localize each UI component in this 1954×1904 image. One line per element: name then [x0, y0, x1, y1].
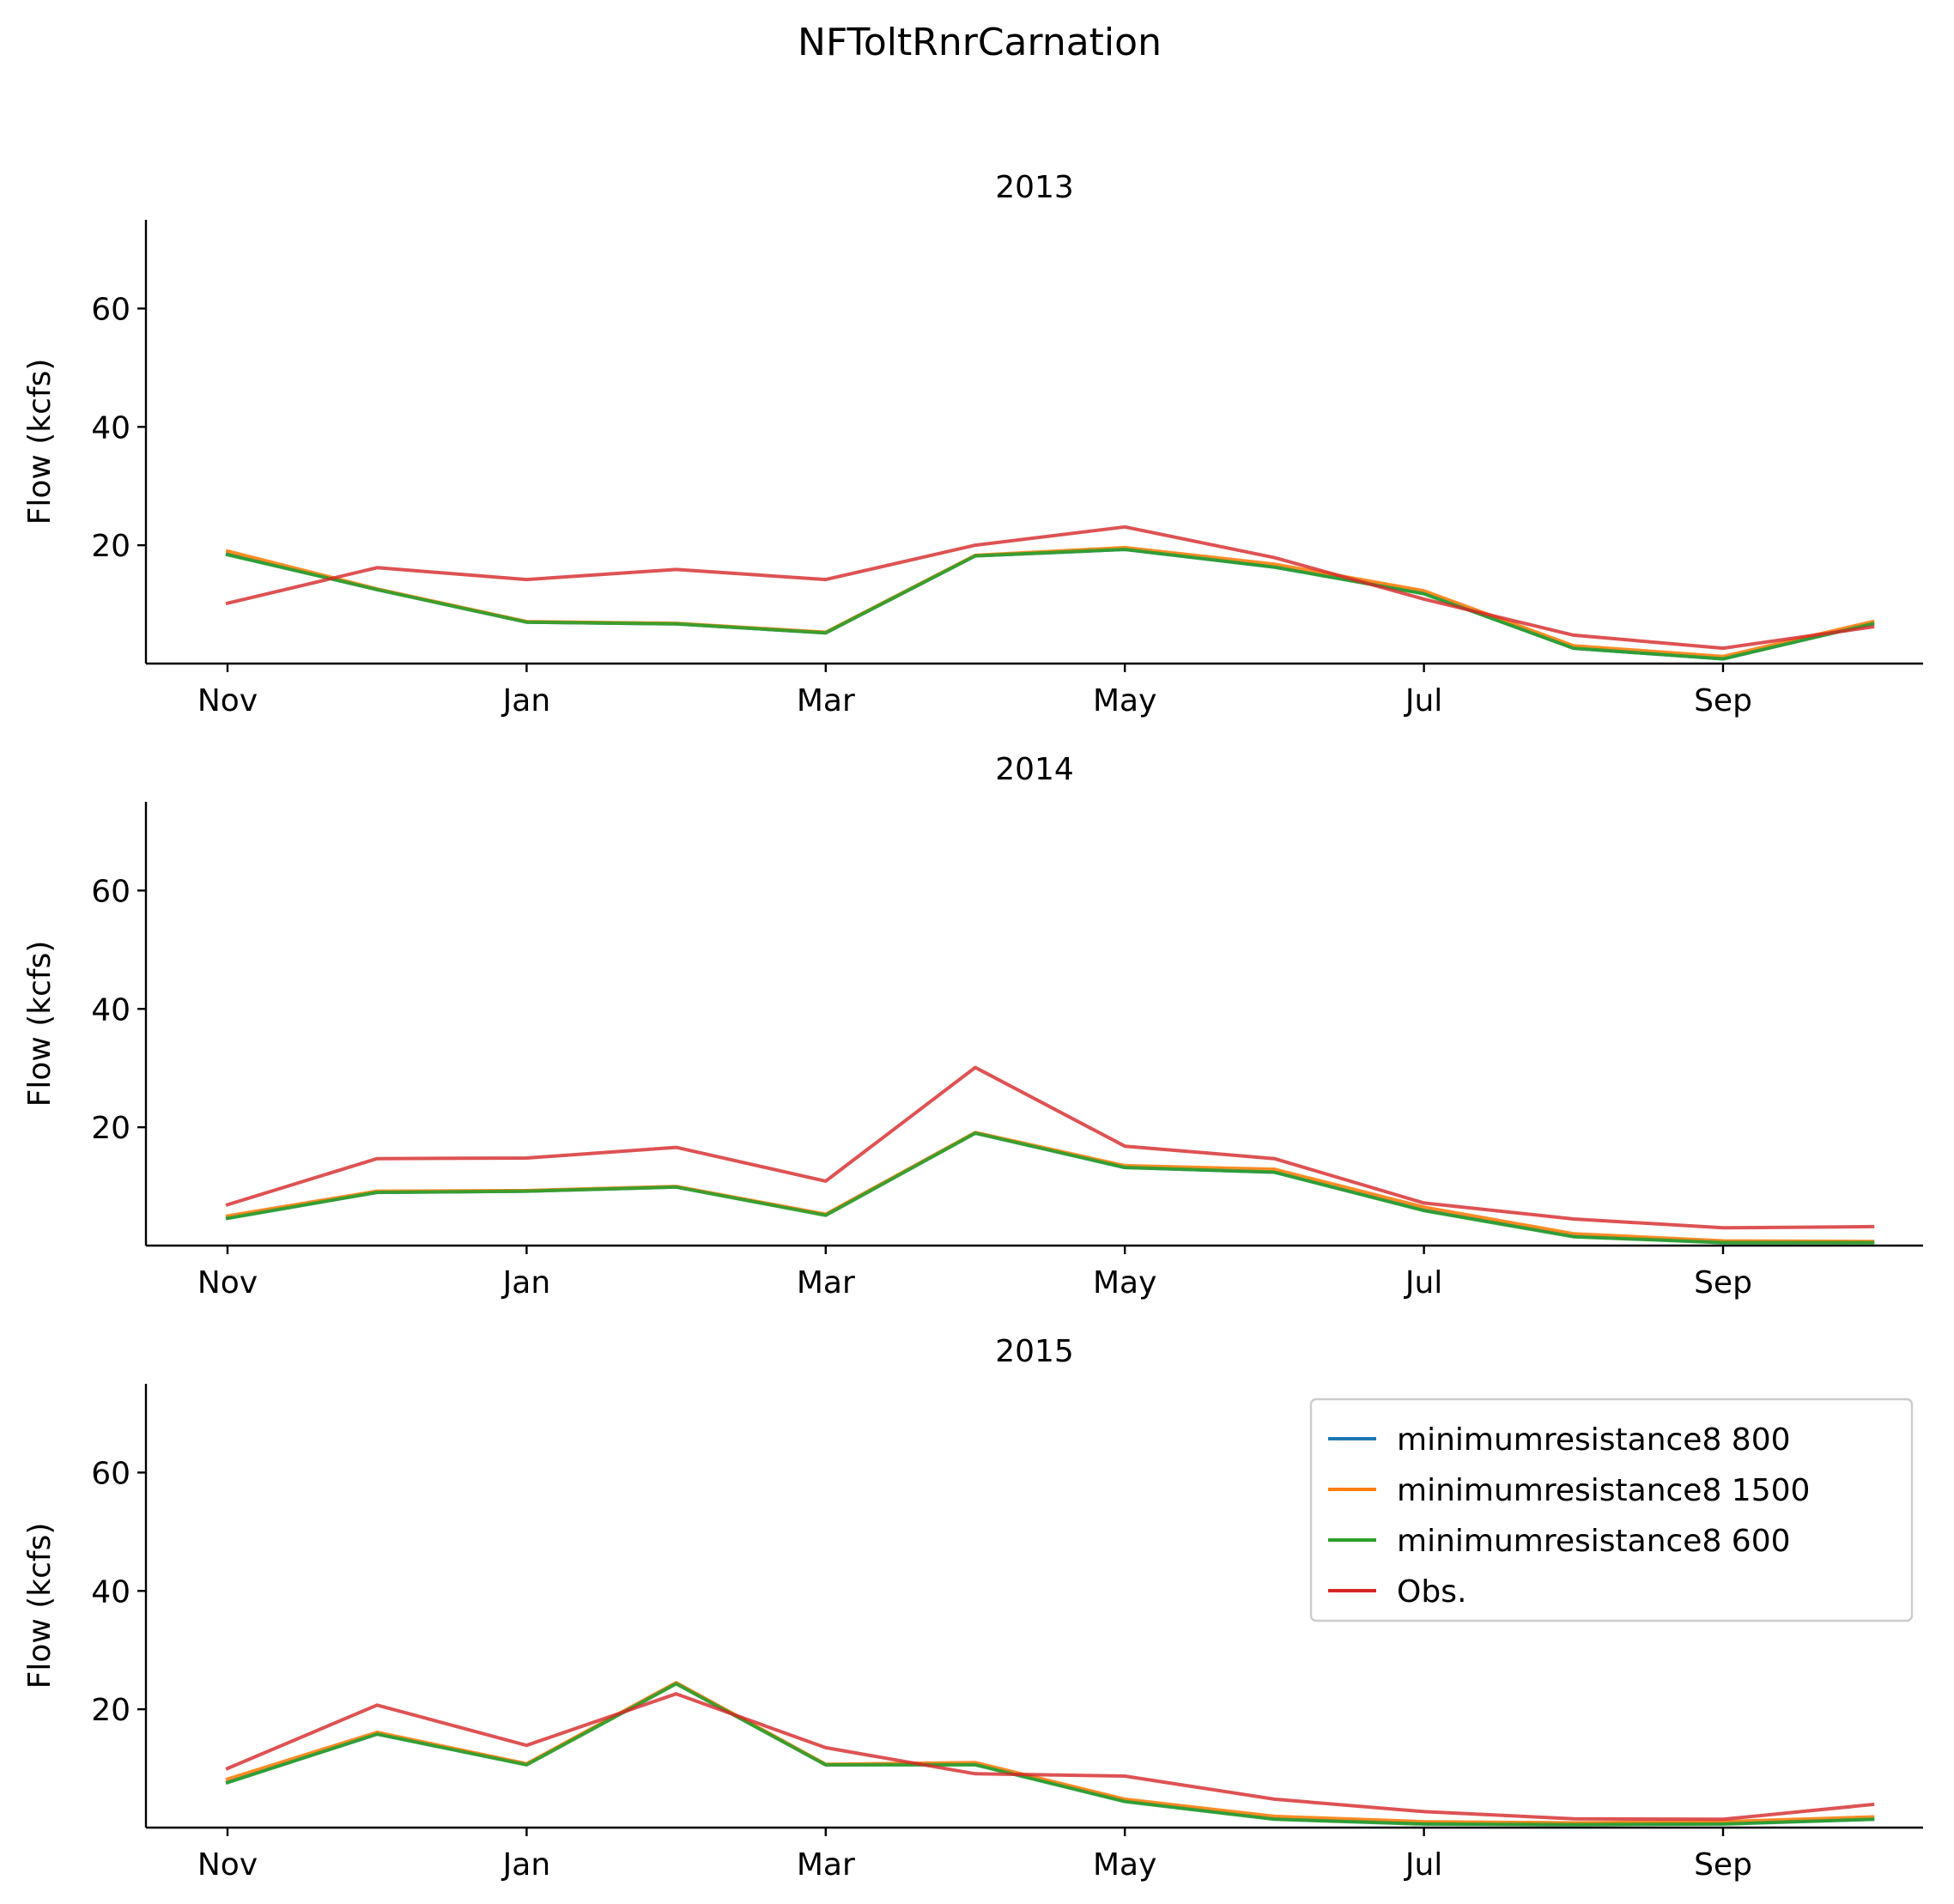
x-tick-label: May: [1093, 683, 1156, 719]
y-tick-label: 40: [91, 410, 130, 446]
series-line-3: [225, 525, 1875, 651]
x-tick-label: Jul: [1404, 683, 1442, 719]
x-tick-label: Jul: [1404, 1265, 1442, 1301]
panel-title: 2015: [995, 1334, 1074, 1369]
chart-title: NFToltRnrCarnation: [798, 21, 1162, 64]
x-tick-label: Jan: [501, 683, 551, 719]
panel-2015: 2015 20 40 60 Nov Jan Mar May Jul Sep Flow (kcfs) m…: [22, 1334, 1923, 1883]
x-tick-label: May: [1093, 1265, 1156, 1301]
x-tick-label: Jul: [1404, 1847, 1442, 1883]
x-tick-label: Sep: [1694, 683, 1752, 719]
y-tick-label: 20: [91, 1111, 130, 1146]
series-line-2: [225, 1682, 1875, 1827]
y-tick-label: 60: [91, 292, 130, 327]
y-axis-label: Flow (kcfs): [22, 359, 58, 525]
x-tick-label: Nov: [197, 683, 258, 719]
series-line-3: [225, 1065, 1875, 1230]
x-tick-label: Nov: [197, 1847, 258, 1883]
series-line-2: [225, 548, 1875, 661]
legend-label: minimumresistance8 800: [1397, 1422, 1791, 1458]
y-tick-label: 60: [91, 874, 130, 909]
y-tick-label: 40: [91, 1574, 130, 1610]
series-line-2: [225, 1131, 1875, 1245]
legend-label: minimumresistance8 600: [1397, 1524, 1791, 1559]
y-axis-label: Flow (kcfs): [22, 941, 58, 1107]
y-tick-label: 60: [91, 1456, 130, 1491]
y-tick-label: 40: [91, 992, 130, 1028]
x-tick-label: Jan: [501, 1265, 551, 1301]
legend-frame: [1309, 1398, 1914, 1622]
legend-label: minimumresistance8 1500: [1397, 1473, 1810, 1508]
y-tick-label: 20: [91, 1693, 130, 1728]
x-tick-label: Jan: [501, 1847, 551, 1883]
panel-title: 2014: [995, 752, 1074, 787]
x-tick-label: Sep: [1694, 1847, 1752, 1883]
panel-2014: 2014 20 40 60 Nov Jan Mar May Jul Sep Flow (kcfs): [22, 752, 1923, 1301]
x-tick-label: Mar: [797, 1847, 855, 1883]
series-line-3: [225, 1692, 1875, 1822]
legend: minimumresistance8 800 minimumresistance8…: [1309, 1398, 1914, 1622]
panel-title: 2013: [995, 170, 1074, 205]
y-tick-label: 20: [91, 529, 130, 564]
x-tick-label: May: [1093, 1847, 1156, 1883]
x-tick-label: Mar: [797, 683, 855, 719]
x-tick-label: Nov: [197, 1265, 258, 1301]
x-tick-label: Sep: [1694, 1265, 1752, 1301]
legend-label: Obs.: [1397, 1574, 1466, 1610]
x-tick-label: Mar: [797, 1265, 855, 1301]
series-line-0: [225, 548, 1875, 661]
y-axis-label: Flow (kcfs): [22, 1523, 58, 1689]
panel-2013: 2013 20 40 60 Nov Jan Mar May Jul Sep Flow (kcfs): [22, 170, 1923, 719]
